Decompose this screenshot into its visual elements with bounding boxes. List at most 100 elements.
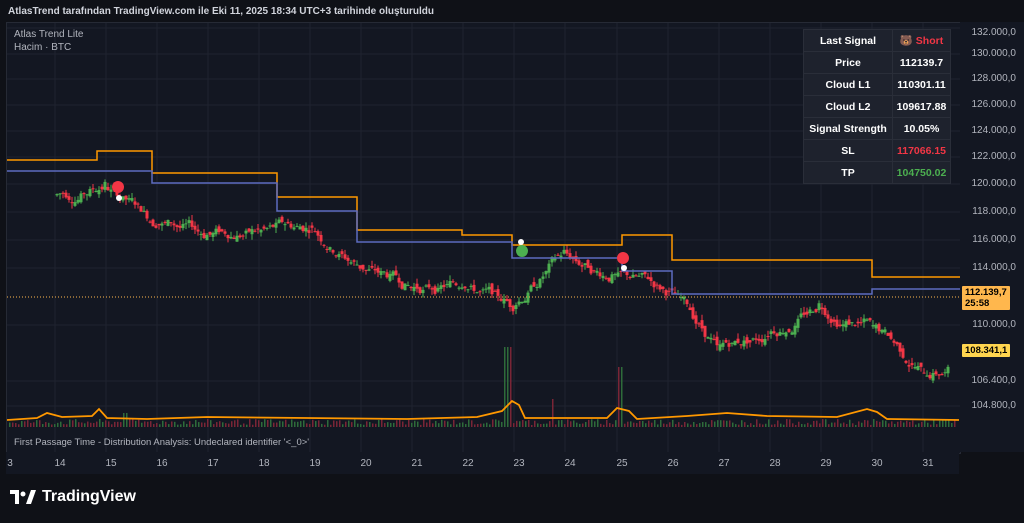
- chart-panel[interactable]: [6, 22, 961, 454]
- volume-bar: [648, 420, 650, 427]
- volume-bar: [831, 422, 833, 427]
- volume-bar: [429, 419, 431, 427]
- candle-body: [706, 337, 710, 339]
- volume-bar: [819, 423, 821, 427]
- candle-body: [433, 286, 437, 294]
- volume-bar: [393, 422, 395, 427]
- candle-body: [229, 236, 233, 239]
- volume-bar: [207, 419, 209, 427]
- candle-body: [763, 338, 767, 345]
- volume-bar: [654, 420, 656, 427]
- volume-bar: [153, 424, 155, 427]
- volume-bar: [414, 420, 416, 427]
- volume-bar: [99, 419, 101, 427]
- volume-bar: [684, 422, 686, 427]
- price-axis[interactable]: 132.000,0 130.000,0 128.000,0 126.000,0 124.…: [960, 22, 1024, 452]
- volume-bar: [558, 420, 560, 427]
- volume-bar: [276, 422, 278, 427]
- volume-bar: [444, 420, 446, 427]
- volume-bar: [516, 420, 518, 427]
- volume-bar: [738, 424, 740, 427]
- candle-body: [877, 323, 881, 332]
- volume-bar: [510, 347, 512, 427]
- volume-bar: [897, 421, 899, 427]
- volume-bar: [21, 421, 23, 427]
- candle-body: [472, 284, 476, 291]
- volume-bar: [834, 422, 836, 427]
- time-axis[interactable]: 3 14 15 16 17 18 19 20 21 22 23 24 25 26 27 28 29 30 31: [6, 452, 959, 474]
- volume-bar: [318, 420, 320, 427]
- candle-body: [286, 221, 290, 224]
- price-axis-label: 130.000,0: [971, 48, 1017, 59]
- volume-bar: [90, 422, 92, 427]
- candle-body: [862, 318, 866, 323]
- candle-body: [142, 210, 146, 212]
- candle-body: [511, 305, 515, 312]
- volume-bar: [720, 420, 722, 427]
- volume-bar: [852, 423, 854, 427]
- candle-body: [757, 338, 761, 341]
- candle-body: [82, 193, 86, 195]
- volume-bar: [807, 422, 809, 427]
- volume-bar: [45, 422, 47, 427]
- candle-body: [457, 287, 461, 289]
- volume-bar: [741, 420, 743, 427]
- volume-bar: [573, 420, 575, 427]
- candle-body: [421, 289, 425, 294]
- volume-bar: [825, 419, 827, 427]
- volume-bar: [201, 422, 203, 427]
- volume-bar: [390, 422, 392, 427]
- candle-body: [136, 203, 140, 205]
- price-axis-label: 124.000,0: [971, 125, 1017, 136]
- volume-bar: [162, 420, 164, 427]
- candle-body: [226, 234, 230, 239]
- time-axis-label: 30: [871, 458, 883, 469]
- volume-bar: [564, 424, 566, 427]
- candle-body: [694, 315, 698, 324]
- candle-body: [940, 374, 944, 376]
- candle-body: [529, 285, 533, 292]
- candle-body: [517, 301, 521, 305]
- candle-body: [649, 277, 653, 282]
- candle-body: [592, 270, 596, 272]
- volume-bar: [522, 420, 524, 427]
- price-axis-label: 122.000,0: [971, 151, 1017, 162]
- candle-body: [796, 318, 800, 328]
- candle-body: [382, 271, 386, 273]
- candle-body: [748, 340, 752, 343]
- volume-bar: [348, 420, 350, 427]
- volume-bar: [186, 423, 188, 427]
- volume-bar: [108, 421, 110, 427]
- candle-body: [175, 225, 179, 227]
- candle-body: [100, 186, 104, 190]
- volume-bar: [792, 423, 794, 427]
- candle-body: [88, 189, 92, 197]
- volume-bar: [906, 420, 908, 427]
- candle-body: [307, 230, 311, 233]
- candle-body: [217, 226, 221, 233]
- candle-body: [403, 283, 407, 291]
- volume-bar: [396, 420, 398, 427]
- volume-bar: [894, 423, 896, 427]
- candle-body: [850, 322, 854, 324]
- volume-bar: [783, 424, 785, 427]
- volume-bar: [543, 423, 545, 427]
- candle-body: [322, 244, 326, 246]
- volume-bar: [294, 421, 296, 427]
- candle-body: [577, 260, 581, 265]
- indicator-legend[interactable]: Atlas Trend Lite Hacim · BTC: [14, 28, 83, 54]
- candle-body: [946, 366, 950, 374]
- candle-body: [274, 222, 278, 228]
- candle-body: [301, 225, 305, 232]
- time-axis-label: 3: [7, 458, 13, 469]
- volume-bar: [711, 420, 713, 427]
- candle-body: [823, 307, 827, 315]
- signal-value: 104750.02: [892, 161, 951, 184]
- volume-bar: [342, 424, 344, 427]
- volume-bar: [405, 424, 407, 427]
- volume-bar: [810, 424, 812, 427]
- volume-bar: [657, 424, 659, 427]
- volume-bar: [513, 423, 515, 427]
- candle-body: [889, 332, 893, 339]
- candle-body: [190, 220, 194, 227]
